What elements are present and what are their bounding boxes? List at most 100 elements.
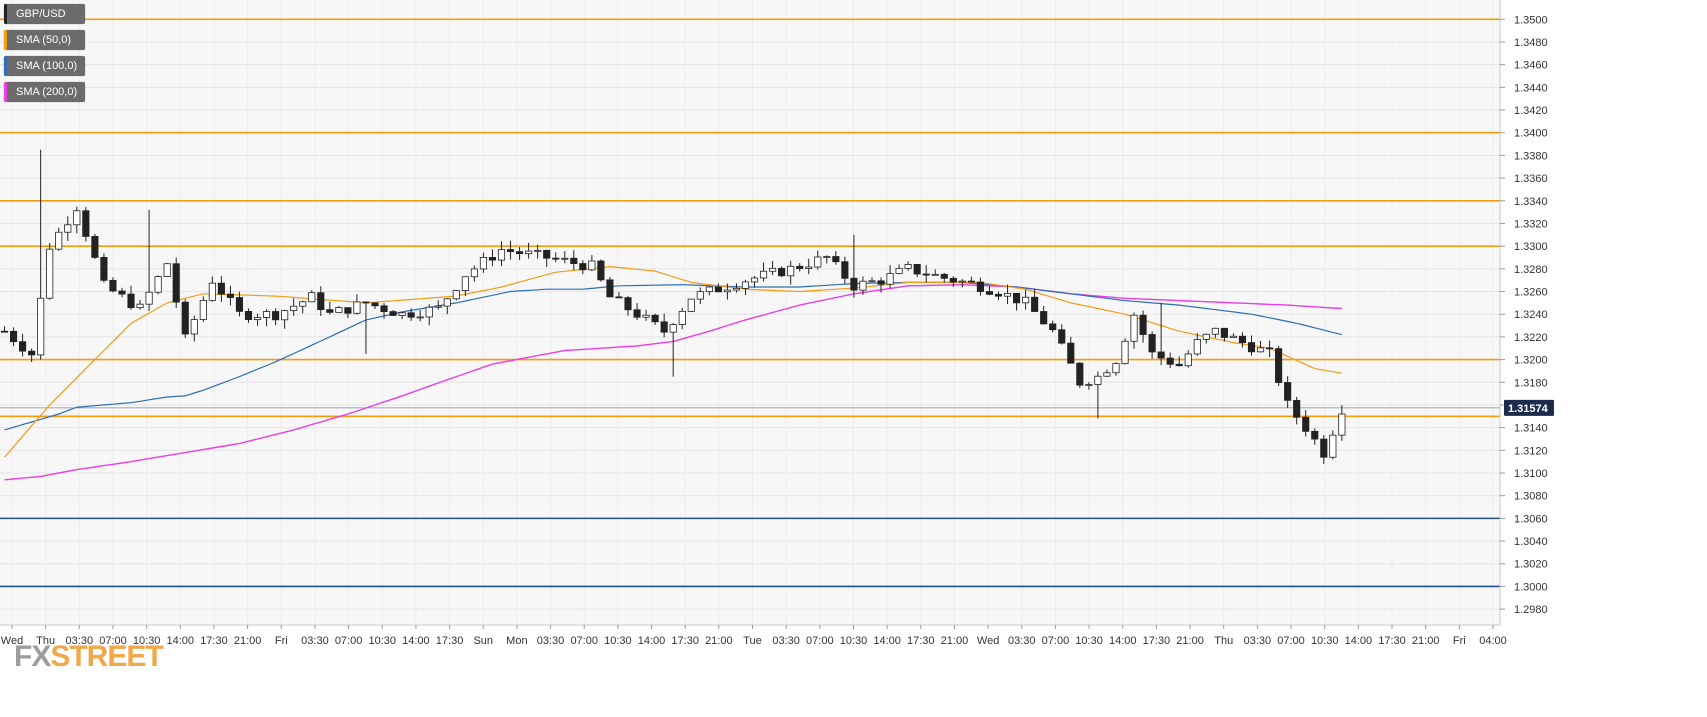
candle-body: [579, 263, 587, 271]
x-tick-label: 14:00: [1345, 635, 1373, 647]
legend-item-sma-200[interactable]: SMA (200,0): [4, 82, 86, 102]
x-axis: Wed Thu 03:30 07:00 10:30 14:00 17:30 21:00 Fri 0…: [0, 624, 1507, 647]
candle-body: [552, 257, 560, 260]
candle-body: [452, 290, 460, 300]
x-tick-label: 17:30: [436, 635, 464, 647]
y-tick-label: 1.3460: [1514, 60, 1548, 72]
y-tick-label: 1.3300: [1514, 241, 1548, 253]
candle-body: [1049, 323, 1057, 331]
y-tick-label: 1.3040: [1514, 536, 1548, 548]
y-tick-label: 1.3500: [1514, 14, 1548, 26]
candle-body: [353, 301, 361, 314]
candle-body: [841, 261, 849, 279]
candle-body: [1058, 329, 1066, 344]
x-tick-label: 17:30: [1378, 635, 1406, 647]
candle-body: [299, 301, 307, 307]
candle-body: [1293, 399, 1301, 418]
candle-body: [913, 264, 921, 275]
legend-label: SMA (200,0): [16, 86, 78, 98]
candle-body: [750, 277, 759, 283]
x-tick-label: 07:00: [806, 635, 834, 647]
candle-body: [588, 260, 596, 271]
x-tick-label: 03:30: [537, 635, 565, 647]
candle-body: [561, 257, 569, 260]
y-tick-label: 1.3100: [1514, 468, 1548, 480]
candle-body: [181, 301, 189, 335]
sma-100-line: [4, 281, 1343, 431]
candle-body: [479, 257, 487, 270]
candle-body: [9, 330, 18, 343]
candle-body: [0, 330, 9, 333]
x-tick-label: Wed: [977, 635, 999, 647]
legend-item-sma-50[interactable]: SMA (50,0): [4, 30, 86, 50]
candles: [0, 149, 1346, 464]
current-price-tag-bg: [1504, 399, 1554, 416]
candle-body: [1229, 335, 1237, 338]
legend-item-gbpusd[interactable]: GBP/USD: [4, 4, 86, 24]
candle-body: [1175, 363, 1183, 367]
candle-body: [949, 277, 957, 283]
x-tick-label: Thu: [36, 635, 55, 647]
candle-body: [55, 231, 63, 250]
x-tick-label: 17:30: [907, 635, 935, 647]
candle-body: [82, 210, 90, 237]
candle-body: [633, 309, 641, 318]
x-tick-label: Wed: [1, 635, 23, 647]
x-tick-label: Fri: [275, 635, 288, 647]
candle-body: [1166, 357, 1174, 365]
legend-label: SMA (50,0): [16, 34, 72, 46]
x-tick-label: Tue: [743, 635, 762, 647]
candle-body: [497, 249, 506, 261]
candle-body: [1266, 347, 1274, 350]
candle-body: [1121, 340, 1129, 365]
candle-body: [642, 314, 650, 318]
candle-body: [1094, 375, 1102, 385]
candle-body: [199, 299, 207, 320]
candle-body: [1157, 351, 1165, 359]
candle-body: [443, 298, 451, 307]
candle-body: [1013, 292, 1021, 304]
candle-body: [344, 307, 352, 314]
y-tick-label: 1.3080: [1514, 491, 1548, 503]
candle-body: [976, 281, 984, 292]
candle-body: [1022, 296, 1030, 304]
x-tick-label: 07:00: [1042, 635, 1070, 647]
candle-body: [145, 291, 153, 305]
candle-body: [534, 249, 542, 252]
candle-body: [1247, 342, 1256, 353]
candle-body: [154, 276, 162, 293]
candle-body: [136, 303, 144, 309]
candle-body: [994, 293, 1003, 297]
candle-body: [778, 267, 786, 277]
candle-body: [100, 257, 108, 281]
y-tick-label: 1.3380: [1514, 150, 1548, 162]
candle-body: [308, 292, 316, 303]
legend-swatch: [4, 82, 7, 102]
candle-body: [407, 312, 415, 318]
candle-body: [678, 310, 686, 325]
candle-body: [1112, 363, 1120, 374]
candle-body: [787, 265, 795, 277]
candle-body: [163, 263, 171, 277]
candle-body: [461, 276, 469, 291]
plot-area[interactable]: [0, 0, 1500, 625]
candle-body: [1085, 384, 1093, 386]
x-tick-label: 03:30: [772, 635, 800, 647]
candle-body: [570, 257, 578, 264]
candle-body: [37, 297, 45, 356]
x-tick-label: 03:30: [1008, 635, 1036, 647]
x-tick-label: Thu: [1214, 635, 1233, 647]
y-tick-label: 1.3320: [1514, 218, 1548, 230]
legend-item-sma-100[interactable]: SMA (100,0): [4, 56, 86, 76]
x-tick-label: 17:30: [200, 635, 228, 647]
y-tick-label: 1.3220: [1514, 332, 1548, 344]
x-tick-label: 07:00: [1277, 635, 1305, 647]
candle-body: [732, 287, 741, 291]
candle-body: [877, 280, 885, 285]
y-tick-label: 1.3260: [1514, 287, 1548, 299]
candle-body: [91, 236, 99, 258]
x-tick-label: 14:00: [638, 635, 666, 647]
candle-body: [886, 273, 894, 285]
candle-body: [389, 311, 397, 316]
